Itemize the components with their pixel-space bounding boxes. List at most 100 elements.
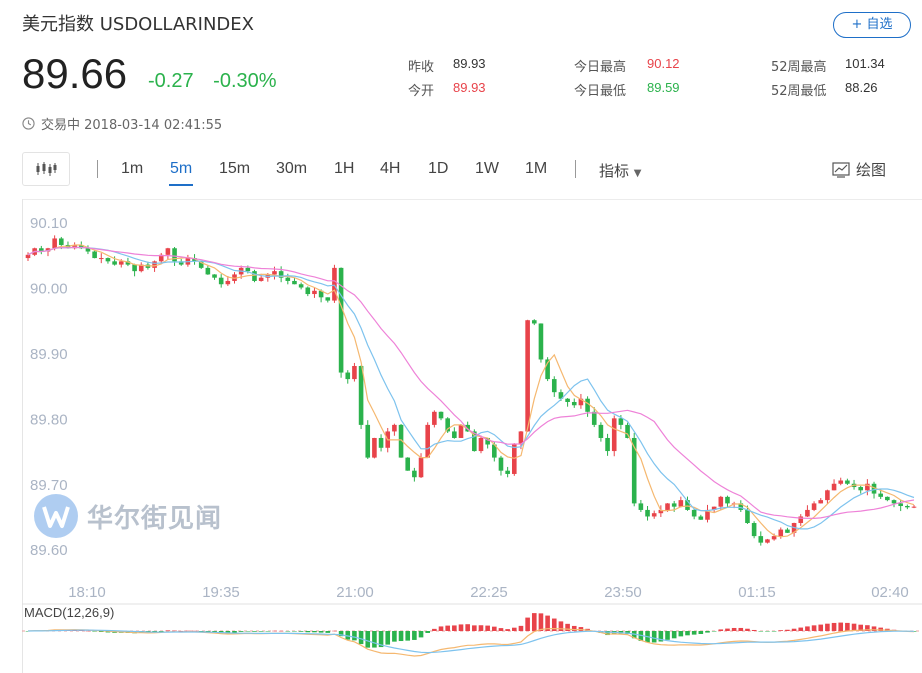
x-tick-label: 01:15 <box>738 584 776 601</box>
candle-body <box>631 437 637 504</box>
clock-icon <box>22 117 35 130</box>
draw-label: 绘图 <box>856 161 887 179</box>
macd-bar <box>425 631 430 633</box>
indicator-dropdown[interactable]: 指标 ▼ <box>599 160 642 181</box>
macd-bar <box>651 631 657 643</box>
candle-body <box>771 536 777 540</box>
macd-bar <box>158 631 164 632</box>
candle-body <box>292 280 297 285</box>
candle-body <box>318 290 324 298</box>
candle-body <box>192 258 197 262</box>
day-low-label: 今日最低 <box>574 84 627 99</box>
candle-body <box>398 424 404 458</box>
macd-bar <box>345 631 351 640</box>
macd-bar <box>98 631 104 632</box>
macd-bar <box>798 627 804 631</box>
macd-bar <box>458 624 464 631</box>
period-1h[interactable]: 1H <box>334 160 355 177</box>
macd-bar <box>811 625 817 631</box>
macd-bar <box>658 631 664 642</box>
prev-close-label: 昨收 <box>408 60 435 75</box>
candlestick-toggle-button[interactable] <box>22 152 70 186</box>
candle-body <box>158 254 164 262</box>
period-5m[interactable]: 5m <box>170 160 193 177</box>
y-tick-label: 90.00 <box>30 281 68 298</box>
candle-body <box>665 503 670 510</box>
candle-body <box>105 258 111 262</box>
macd-bar <box>758 631 764 632</box>
candle-body <box>745 509 750 524</box>
brand-logo-icon <box>34 494 78 538</box>
macd-bar <box>258 631 264 632</box>
macd-bar <box>325 631 331 633</box>
price-chart[interactable]: 90.10 90.00 89.90 89.80 89.70 89.60 18:10 19:3… <box>22 199 922 673</box>
macd-bar <box>238 631 244 632</box>
candle-body <box>558 392 564 399</box>
macd-bar <box>745 628 750 631</box>
macd-bar <box>292 631 297 632</box>
candle-body <box>458 424 464 438</box>
macd-bar <box>751 629 757 631</box>
trading-status: 交易中 2018-03-14 02:41:55 <box>22 114 222 133</box>
wk52-low-value: 88.26 <box>845 80 878 95</box>
macd-bar <box>185 630 191 632</box>
candle-body <box>152 261 157 268</box>
candle-body <box>785 529 790 533</box>
period-4h[interactable]: 4H <box>380 160 401 177</box>
candle-body <box>525 320 530 432</box>
candle-body <box>538 323 544 360</box>
macd-bar <box>352 631 357 641</box>
add-watchlist-button[interactable]: + 自选 <box>833 12 911 38</box>
candle-body <box>618 418 624 425</box>
macd-bar <box>605 631 610 636</box>
candle-body <box>85 248 91 252</box>
candle-body <box>658 509 664 514</box>
macd-bar <box>805 626 810 631</box>
candle-body <box>691 509 697 517</box>
x-tick-label: 22:25 <box>470 584 508 601</box>
macd-bar <box>512 627 517 631</box>
macd-bar <box>525 617 530 631</box>
candle-body <box>625 424 630 438</box>
macd-label: MACD(12,26,9) <box>24 605 114 620</box>
macd-bar <box>711 631 717 632</box>
candle-body <box>911 506 917 508</box>
candle-body <box>378 437 384 448</box>
macd-bar <box>378 631 384 648</box>
candle-body <box>885 496 890 501</box>
period-1mo[interactable]: 1M <box>525 160 548 177</box>
x-tick-label: 23:50 <box>604 584 642 601</box>
macd-bar <box>791 628 797 631</box>
candlestick-icon <box>36 162 57 176</box>
period-15m[interactable]: 15m <box>219 160 251 177</box>
candle-body <box>571 401 577 406</box>
x-tick-label: 19:35 <box>202 584 240 601</box>
macd-bar <box>558 621 564 631</box>
macd-bar <box>332 630 337 632</box>
candle-body <box>651 513 657 517</box>
period-1w[interactable]: 1W <box>475 160 499 177</box>
candle-body <box>172 248 177 262</box>
macd-bar <box>831 622 837 631</box>
candle-body <box>711 506 717 510</box>
macd-bar <box>245 631 251 632</box>
draw-button[interactable]: 绘图 <box>832 159 886 180</box>
macd-bar <box>878 627 883 631</box>
candle-body <box>531 320 537 324</box>
candle-body <box>125 261 131 265</box>
candle-body <box>392 424 397 432</box>
macd-bar <box>691 631 697 635</box>
macd-bar <box>398 631 404 642</box>
candle-body <box>98 258 104 260</box>
candle-body <box>685 500 690 510</box>
candle-body <box>611 418 617 452</box>
period-1d[interactable]: 1D <box>428 160 449 177</box>
macd-bar <box>538 613 544 631</box>
period-1m[interactable]: 1m <box>121 160 144 177</box>
candle-body <box>218 277 224 285</box>
macd-bar <box>865 625 870 631</box>
macd-bar <box>765 631 770 632</box>
macd-bar <box>838 622 844 631</box>
period-30m[interactable]: 30m <box>276 160 308 177</box>
candle-body <box>498 457 504 471</box>
